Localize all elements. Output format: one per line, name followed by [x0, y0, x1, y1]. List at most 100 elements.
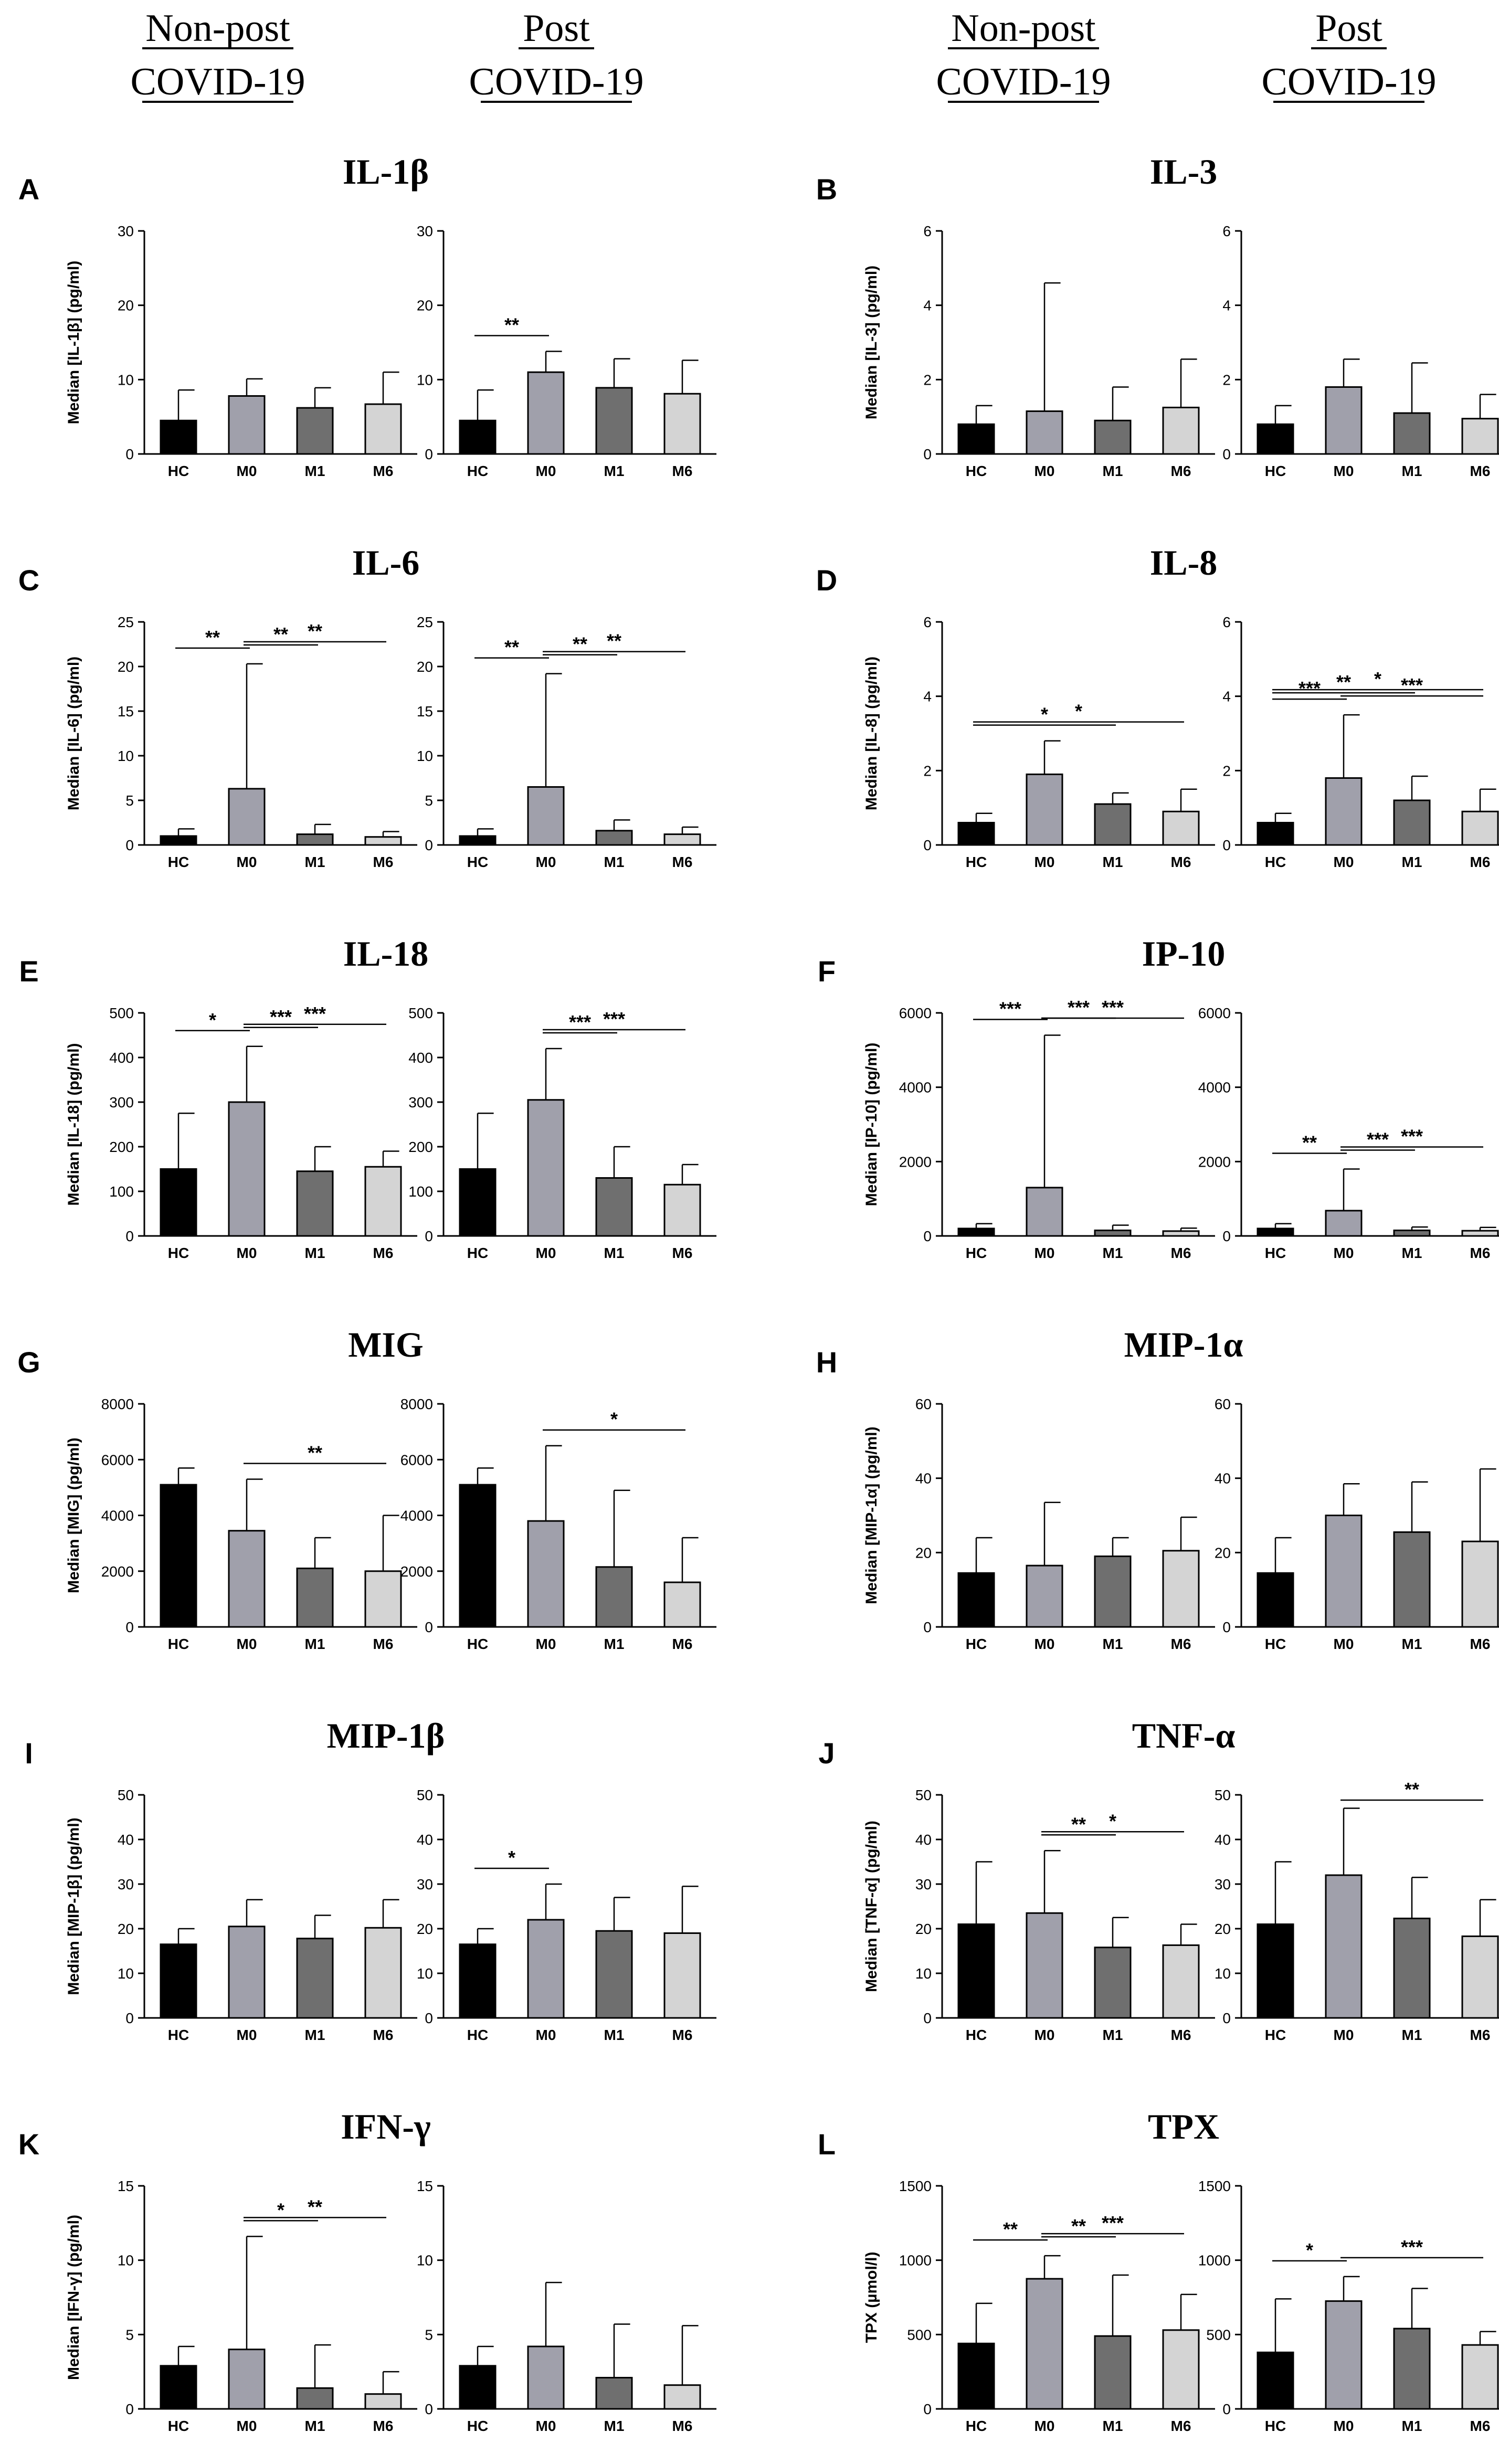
- y-tick-label: 1000: [1198, 2253, 1231, 2269]
- x-tick-label: M6: [672, 2027, 693, 2043]
- column-header-left-0-line-0: Non-post: [145, 7, 290, 50]
- y-tick-label: 0: [425, 2401, 433, 2417]
- significance-label: *: [1109, 1810, 1116, 1832]
- y-tick-label: 20: [915, 1545, 932, 1561]
- x-tick-label: M1: [305, 854, 325, 870]
- significance-label: **: [504, 314, 519, 336]
- y-tick-label: 40: [417, 1832, 433, 1848]
- bar-M6: [364, 2393, 402, 2410]
- bar-M0: [1325, 1210, 1363, 1237]
- bar-HC: [459, 419, 497, 455]
- bar-M0: [527, 1520, 565, 1628]
- bar-M6: [1461, 2344, 1499, 2410]
- y-tick-label: 6: [923, 614, 932, 630]
- y-tick-label: 0: [1222, 1619, 1231, 1635]
- bar-M1: [1094, 1229, 1132, 1237]
- x-tick-label: HC: [966, 2027, 987, 2043]
- y-tick-label: 1500: [899, 2178, 932, 2194]
- y-tick-label: 0: [125, 446, 134, 462]
- significance-label: ***: [1299, 678, 1321, 699]
- significance-label: ***: [1102, 997, 1124, 1018]
- y-tick-label: 20: [118, 659, 134, 675]
- bar-M1: [595, 1177, 633, 1237]
- chart-D-panel-0: Median [IL-8] (pg/ml) 0 2 4 6 HC M0 M1 M6 * *: [863, 614, 1215, 870]
- y-tick-label: 10: [417, 2253, 433, 2269]
- y-tick-label: 5: [425, 2326, 433, 2343]
- x-tick-label: M0: [1034, 854, 1055, 870]
- y-tick-label: 0: [1222, 446, 1231, 462]
- x-tick-label: M6: [373, 2027, 394, 2043]
- bar-HC: [957, 2342, 995, 2410]
- bar-HC: [459, 1943, 497, 2019]
- x-tick-label: M6: [1171, 2027, 1191, 2043]
- x-tick-label: M1: [604, 854, 625, 870]
- x-tick-label: HC: [168, 854, 189, 870]
- x-tick-label: M0: [1034, 1245, 1055, 1261]
- x-tick-label: M1: [604, 2027, 625, 2043]
- y-tick-label: 0: [125, 1619, 134, 1635]
- bar-HC: [160, 1484, 197, 1628]
- y-tick-label: 500: [907, 2326, 932, 2343]
- y-tick-label: 1500: [1198, 2178, 1231, 2194]
- x-tick-label: M0: [536, 854, 556, 870]
- x-tick-label: HC: [1265, 1245, 1286, 1261]
- x-tick-label: M6: [1171, 2418, 1191, 2434]
- chart-J-panel-1: 0 10 20 30 40 50 HC M0 M1 M6 **: [1215, 1779, 1499, 2043]
- x-tick-label: M1: [1103, 2418, 1123, 2434]
- x-tick-label: M0: [1334, 1245, 1354, 1261]
- chart-A-panel-0: Median [IL-1β] (pg/ml) 0 10 20 30 HC M0 M1 M6: [65, 223, 417, 479]
- chart-title: MIG: [348, 1325, 424, 1365]
- x-tick-label: M6: [672, 1245, 693, 1261]
- panel-letter: I: [25, 1737, 33, 1770]
- chart-K: K IFN-γ Median [IFN-γ] (pg/ml) 0 5 10 15 HC M0 M1…: [18, 2107, 716, 2434]
- y-tick-label: 4: [1222, 689, 1231, 705]
- bar-M0: [1325, 1515, 1363, 1628]
- significance-label: *: [610, 1409, 618, 1430]
- x-tick-label: M0: [536, 463, 556, 479]
- chart-C-panel-0: Median [IL-6] (pg/ml) 0 5 10 15 20 25 HC M0 M1 M6 *…: [65, 614, 417, 870]
- x-tick-label: HC: [467, 1245, 488, 1261]
- y-tick-label: 1000: [899, 2253, 932, 2269]
- y-tick-label: 200: [408, 1139, 433, 1155]
- bar-M1: [595, 830, 633, 846]
- bar-M0: [228, 395, 266, 455]
- y-tick-label: 500: [1206, 2326, 1231, 2343]
- panel-letter: A: [18, 173, 39, 206]
- significance-label: ***: [1401, 1126, 1423, 1147]
- x-tick-label: HC: [467, 463, 488, 479]
- panel-letter: E: [19, 955, 38, 988]
- x-tick-label: M0: [1334, 854, 1354, 870]
- y-tick-label: 0: [425, 1228, 433, 1244]
- y-axis-label: Median [TNF-α] (pg/ml): [863, 1821, 880, 1992]
- bar-M1: [595, 1566, 633, 1628]
- bar-M6: [364, 1927, 402, 2019]
- x-tick-label: M6: [672, 463, 693, 479]
- y-tick-label: 0: [425, 446, 433, 462]
- bar-M0: [527, 1099, 565, 1237]
- x-tick-label: HC: [467, 854, 488, 870]
- x-tick-label: M0: [1334, 2027, 1354, 2043]
- x-tick-label: HC: [966, 463, 987, 479]
- bar-M0: [1325, 2300, 1363, 2410]
- x-tick-label: M1: [1402, 1245, 1422, 1261]
- x-tick-label: M0: [536, 2418, 556, 2434]
- y-axis-label: Median [IL-6] (pg/ml): [65, 657, 82, 810]
- bar-M0: [1026, 1564, 1063, 1628]
- y-tick-label: 0: [923, 2401, 932, 2417]
- chart-title: IL-1β: [343, 152, 429, 192]
- bar-M6: [1162, 1550, 1200, 1628]
- y-tick-label: 0: [425, 1619, 433, 1635]
- x-tick-label: M0: [1034, 1636, 1055, 1652]
- y-tick-label: 5: [125, 2326, 134, 2343]
- panel-letter: C: [18, 564, 39, 597]
- x-tick-label: M1: [1402, 2418, 1422, 2434]
- chart-title: IP-10: [1142, 934, 1226, 974]
- x-tick-label: HC: [467, 1636, 488, 1652]
- y-tick-label: 5: [125, 792, 134, 809]
